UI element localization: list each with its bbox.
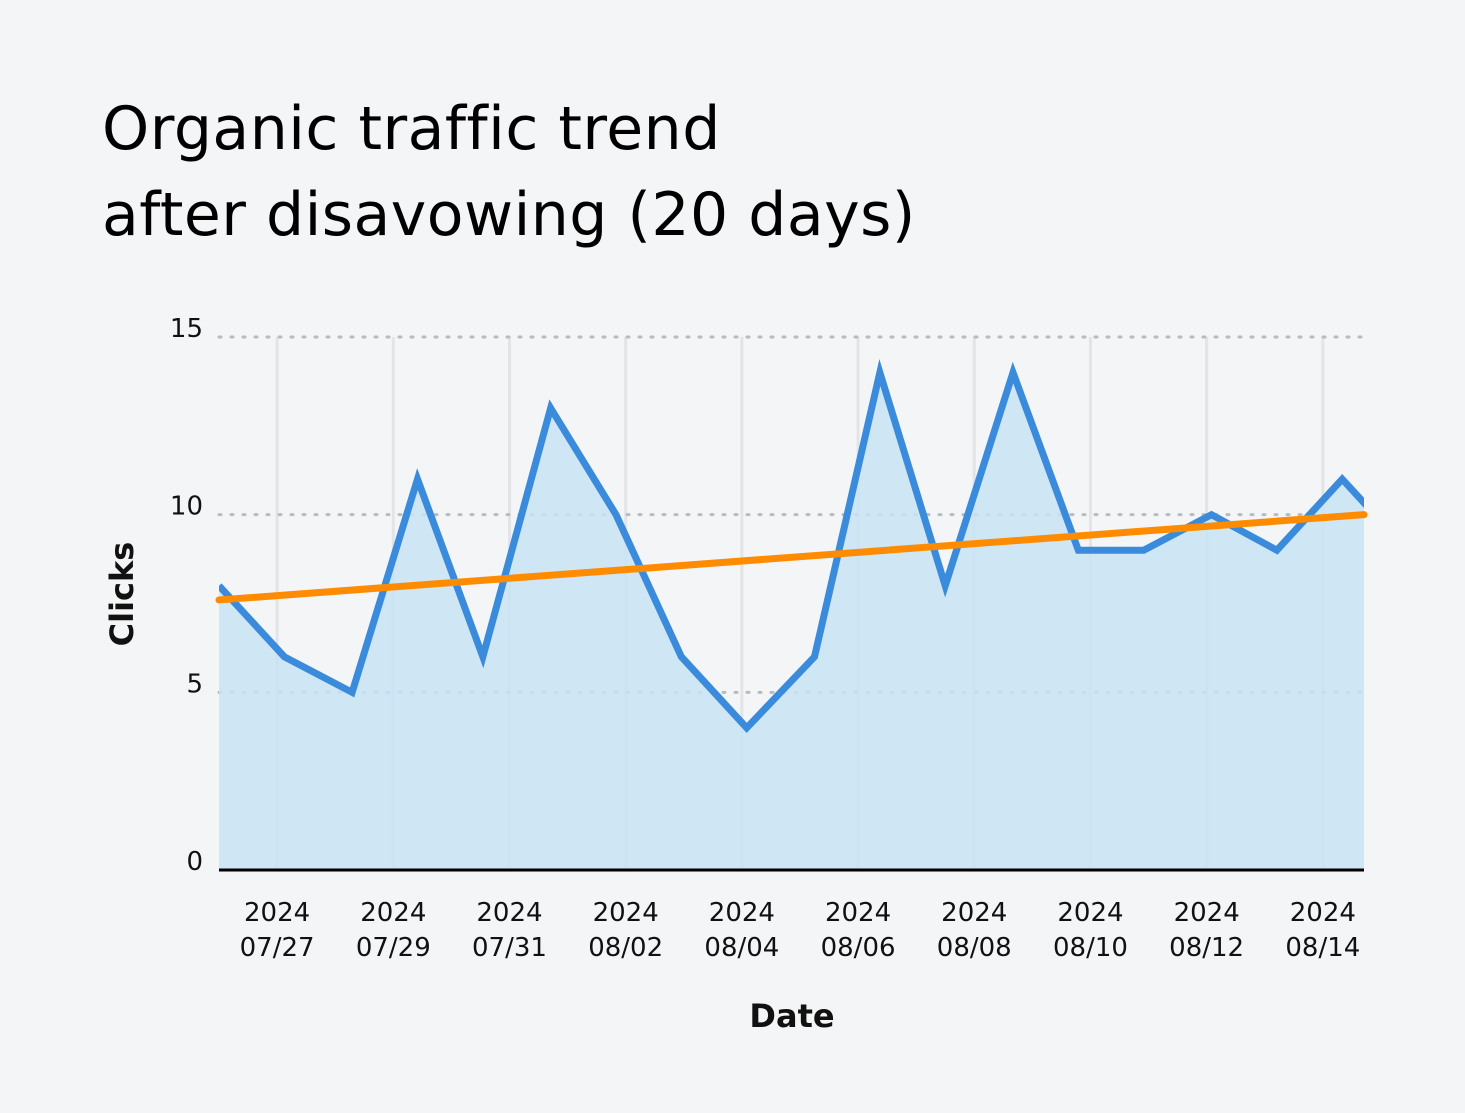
x-tick-label: 2024 07/29 [356,898,431,963]
y-tick-label: 10 [170,492,203,522]
x-tick-year: 2024 [825,898,891,928]
y-tick-label: 5 [186,669,203,699]
chart-title: Organic traffic trend after disavowing (… [102,86,916,258]
x-tick-date: 08/04 [704,933,779,963]
chart-title-line-2: after disavowing (20 days) [102,180,916,250]
x-tick-year: 2024 [360,898,426,928]
x-tick-date: 07/27 [240,933,315,963]
x-tick-year: 2024 [244,898,310,928]
x-tick-year: 2024 [593,898,659,928]
x-tick-date: 08/06 [821,933,896,963]
x-tick-date: 08/12 [1169,933,1244,963]
x-tick-year: 2024 [1290,898,1356,928]
x-tick-label: 2024 07/27 [240,898,315,963]
x-tick-year: 2024 [476,898,542,928]
x-tick-date: 07/31 [472,933,547,963]
x-tick-year: 2024 [1174,898,1240,928]
x-tick-label: 2024 08/10 [1053,898,1128,963]
x-tick-label: 2024 08/12 [1169,898,1244,963]
x-tick-year: 2024 [1057,898,1123,928]
x-tick-year: 2024 [941,898,1007,928]
x-tick-label: 2024 08/06 [821,898,896,963]
chart-title-line-1: Organic traffic trend [102,94,721,164]
x-tick-label: 2024 07/31 [472,898,547,963]
x-tick-label: 2024 08/02 [588,898,663,963]
x-tick-label: 2024 08/14 [1285,898,1360,963]
x-tick-date: 08/10 [1053,933,1128,963]
y-axis-label: Clicks [103,542,141,647]
x-tick-label: 2024 08/08 [937,898,1012,963]
x-tick-date: 08/14 [1285,933,1360,963]
x-tick-label: 2024 08/04 [704,898,779,963]
x-tick-date: 08/02 [588,933,663,963]
x-tick-date: 08/08 [937,933,1012,963]
x-tick-year: 2024 [709,898,775,928]
y-tick-label: 0 [186,847,203,877]
area-layer [215,359,1368,870]
trend-line [215,511,1368,604]
x-axis-label: Date [749,997,834,1035]
x-tick-date: 07/29 [356,933,431,963]
clicks-area [219,372,1364,870]
series-clicks [219,359,1364,870]
y-tick-label: 15 [170,314,203,344]
